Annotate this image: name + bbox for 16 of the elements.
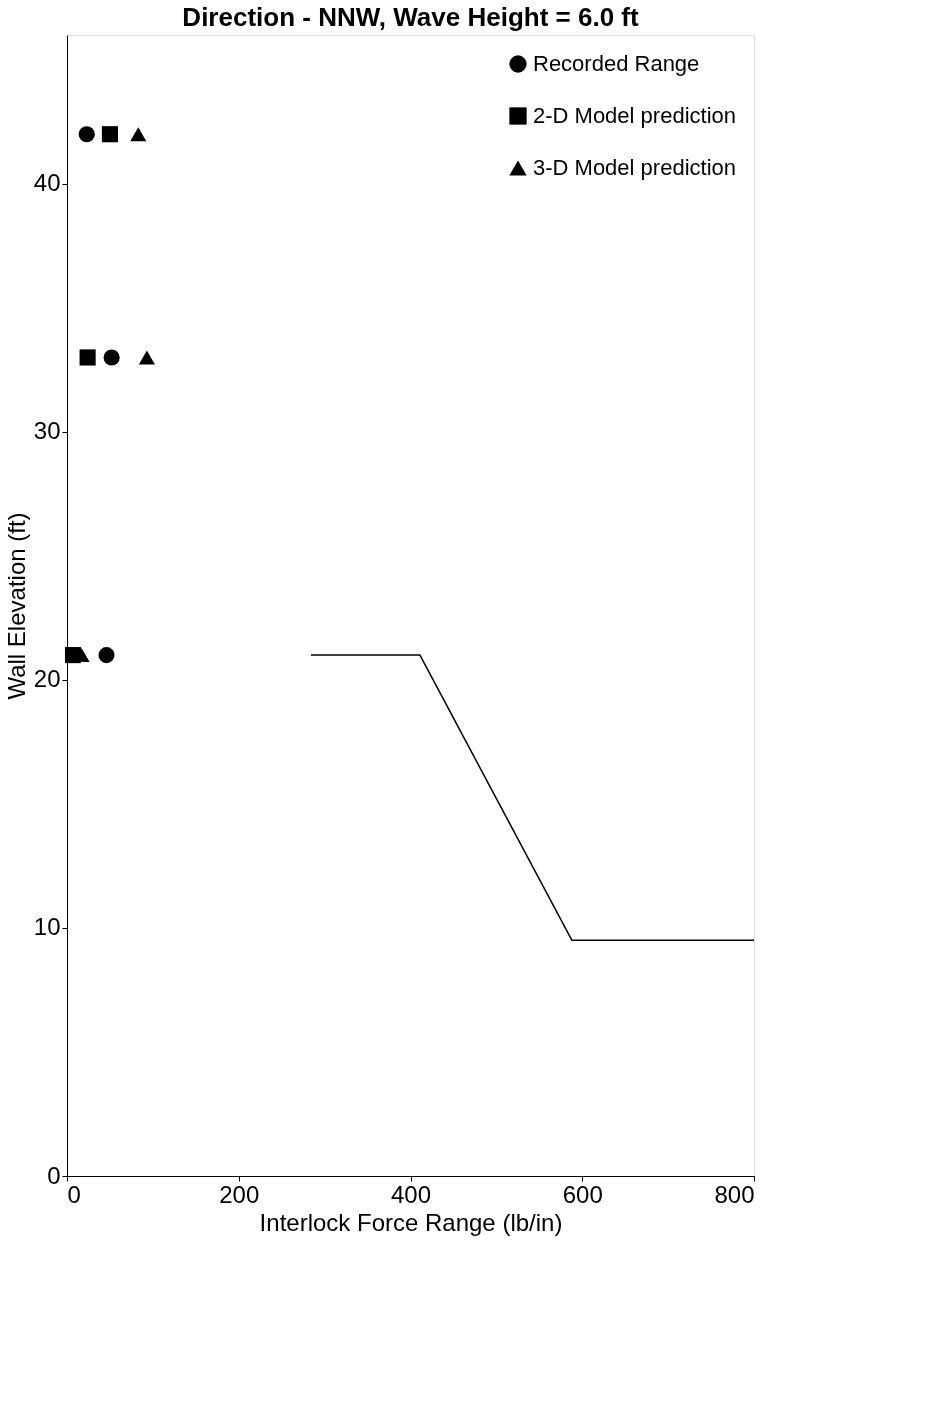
x-tick-label: 600 <box>562 1180 603 1208</box>
x-tick-label: 400 <box>390 1180 432 1208</box>
y-tick-label: 0 <box>47 1161 61 1189</box>
x-tick-label: 0 <box>67 1180 81 1208</box>
y-axis-title: Wall Elevation (ft) <box>2 512 30 700</box>
y-tick-label: 20 <box>33 665 61 693</box>
y-tick-label: 40 <box>33 169 61 197</box>
chart-title: Direction - NNW, Wave Height = 6.0 ft <box>182 2 639 32</box>
legend-label: Recorded Range <box>533 51 700 76</box>
x-tick-label: 800 <box>714 1180 755 1208</box>
x-axis-title: Interlock Force Range (lb/in) <box>259 1208 563 1236</box>
legend-label: 2-D Model prediction <box>533 103 736 128</box>
y-tick-label: 10 <box>33 913 61 941</box>
legend-label: 3-D Model prediction <box>533 155 736 180</box>
y-tick-label: 30 <box>33 417 61 445</box>
x-tick-label: 200 <box>219 1180 260 1208</box>
